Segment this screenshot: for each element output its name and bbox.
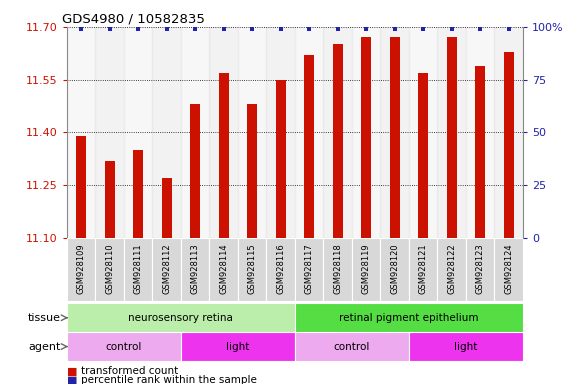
Point	[475, 26, 485, 32]
Bar	[333, 45, 343, 238]
Bar	[324, 27, 352, 238]
Bar	[124, 27, 152, 238]
Bar	[238, 238, 266, 301]
Bar	[209, 238, 238, 301]
Bar	[381, 238, 409, 301]
Bar	[124, 238, 152, 301]
Point	[447, 26, 456, 32]
Bar	[352, 238, 381, 301]
Text: GSM928120: GSM928120	[390, 243, 399, 294]
Point	[333, 26, 342, 32]
Bar	[181, 27, 209, 238]
Text: GSM928119: GSM928119	[361, 243, 371, 294]
Bar	[447, 38, 457, 238]
Bar	[437, 238, 466, 301]
Bar	[475, 66, 485, 238]
Bar	[409, 238, 437, 301]
Bar	[295, 27, 324, 238]
Bar	[295, 332, 409, 361]
Bar	[247, 104, 257, 238]
Bar	[390, 38, 400, 238]
Text: GSM928112: GSM928112	[162, 243, 171, 294]
Bar	[190, 104, 200, 238]
Bar	[218, 73, 228, 238]
Bar	[67, 332, 181, 361]
Bar	[381, 27, 409, 238]
Text: control: control	[333, 341, 370, 352]
Text: ■: ■	[67, 366, 77, 376]
Bar	[162, 178, 171, 238]
Point	[418, 26, 428, 32]
Point	[390, 26, 399, 32]
Text: ■: ■	[67, 375, 77, 384]
Bar	[466, 27, 494, 238]
Point	[219, 26, 228, 32]
Text: GSM928117: GSM928117	[304, 243, 314, 294]
Bar	[418, 73, 428, 238]
Point	[361, 26, 371, 32]
Text: transformed count: transformed count	[81, 366, 178, 376]
Bar	[105, 161, 114, 238]
Bar	[76, 136, 86, 238]
Text: retinal pigment epithelium: retinal pigment epithelium	[339, 313, 479, 323]
Bar	[304, 55, 314, 238]
Text: percentile rank within the sample: percentile rank within the sample	[81, 375, 257, 384]
Bar	[181, 238, 209, 301]
Point	[304, 26, 314, 32]
Bar	[152, 27, 181, 238]
Text: GSM928113: GSM928113	[191, 243, 200, 294]
Text: GSM928118: GSM928118	[333, 243, 342, 294]
Text: GSM928111: GSM928111	[134, 243, 142, 294]
Bar	[494, 238, 523, 301]
Bar	[361, 38, 371, 238]
Text: GSM928122: GSM928122	[447, 243, 456, 294]
Text: light: light	[226, 341, 249, 352]
Point	[134, 26, 143, 32]
Bar	[504, 51, 514, 238]
Bar	[266, 238, 295, 301]
Text: agent: agent	[28, 341, 61, 352]
Bar	[238, 27, 266, 238]
Text: control: control	[106, 341, 142, 352]
Text: neurosensory retina: neurosensory retina	[128, 313, 234, 323]
Bar	[352, 27, 381, 238]
Point	[77, 26, 86, 32]
Text: GSM928115: GSM928115	[248, 243, 257, 294]
Bar	[275, 79, 286, 238]
Text: tissue: tissue	[28, 313, 61, 323]
Point	[248, 26, 257, 32]
Bar	[181, 332, 295, 361]
Bar	[95, 27, 124, 238]
Point	[504, 26, 513, 32]
Point	[162, 26, 171, 32]
Text: GSM928114: GSM928114	[219, 243, 228, 294]
Point	[191, 26, 200, 32]
Bar	[152, 238, 181, 301]
Bar	[67, 303, 295, 332]
Text: GDS4980 / 10582835: GDS4980 / 10582835	[62, 13, 205, 26]
Bar	[209, 27, 238, 238]
Bar	[67, 238, 95, 301]
Text: GSM928121: GSM928121	[419, 243, 428, 294]
Bar	[409, 27, 437, 238]
Text: light: light	[454, 341, 478, 352]
Bar	[466, 238, 494, 301]
Bar	[95, 238, 124, 301]
Text: GSM928109: GSM928109	[77, 243, 85, 294]
Bar	[409, 332, 523, 361]
Text: GSM928124: GSM928124	[504, 243, 513, 294]
Text: GSM928110: GSM928110	[105, 243, 114, 294]
Bar	[437, 27, 466, 238]
Bar	[266, 27, 295, 238]
Point	[105, 26, 114, 32]
Text: GSM928116: GSM928116	[276, 243, 285, 294]
Text: GSM928123: GSM928123	[476, 243, 485, 294]
Bar	[67, 27, 95, 238]
Bar	[295, 238, 324, 301]
Point	[276, 26, 285, 32]
Bar	[494, 27, 523, 238]
Bar	[133, 150, 143, 238]
Bar	[324, 238, 352, 301]
Bar	[295, 303, 523, 332]
